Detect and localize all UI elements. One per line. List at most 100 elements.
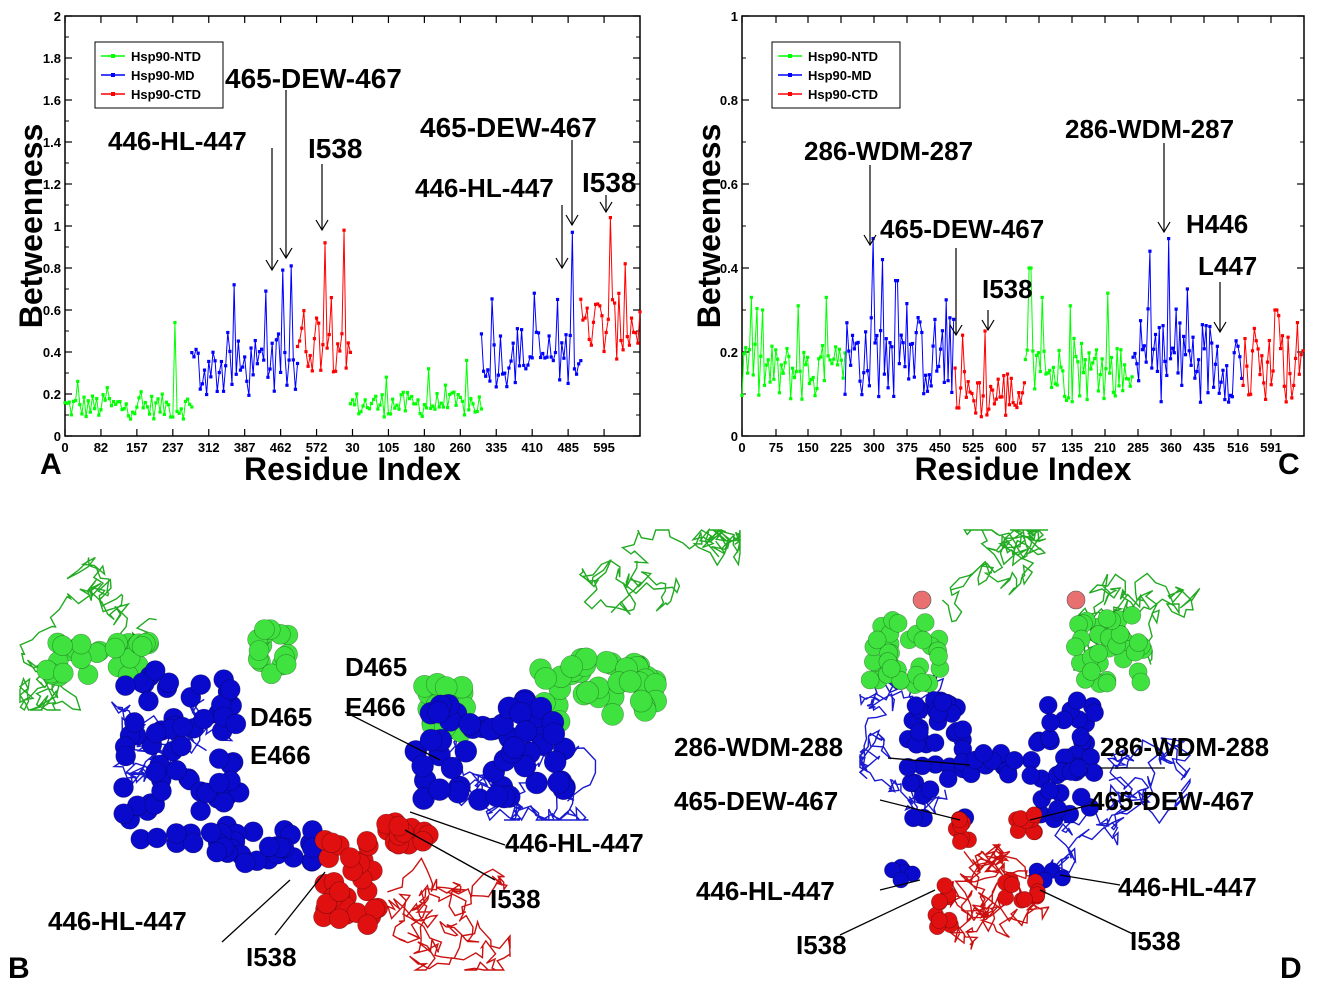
legend-marker [111,54,115,58]
data-point [1202,347,1206,351]
data-point [124,402,128,406]
data-point [1267,338,1271,343]
data-point [344,366,348,370]
data-point [1142,344,1146,348]
y-tick-label: 0.6 [720,177,738,192]
data-point [938,347,943,351]
data-point [837,347,842,351]
data-point [359,410,363,414]
data-point [1007,403,1012,407]
data-point [817,357,821,361]
data-point [931,344,935,348]
x-tick-label: 210 [1094,440,1116,455]
data-point [755,306,759,311]
data-point [103,398,107,402]
x-tick-label: 225 [830,440,852,455]
x-tick-label: 375 [896,440,918,455]
data-point [852,347,856,351]
data-point [1225,364,1229,368]
data-point [1074,355,1078,359]
data-point [450,391,454,395]
annotation-arrowhead [565,214,579,227]
data-point [194,347,198,352]
data-point [749,295,753,299]
data-point [397,407,401,411]
data-point [960,333,965,337]
data-point [916,315,920,320]
data-point [811,375,815,380]
data-point [1161,324,1165,328]
x-axis-label: Residue Index [915,451,1132,487]
data-point [255,362,259,366]
data-point [1213,362,1218,366]
data-point [604,330,608,335]
sphere-ntd [248,640,270,661]
data-point [589,343,593,347]
annotation-label: I538 [308,133,363,164]
y-tick-label: 0.4 [720,261,739,276]
data-point [1009,376,1013,380]
data-point [1265,360,1270,364]
sphere-ntd [1122,605,1142,625]
data-point [232,283,236,287]
legend-label: Hsp90-CTD [131,87,201,102]
data-point [209,375,213,379]
panel-letter-a: A [40,448,62,481]
data-point [496,373,500,377]
label-d-hl-right: 446-HL-447 [1118,872,1257,902]
data-point [568,333,572,338]
data-point [955,406,959,410]
data-point [1150,366,1154,370]
data-point [114,402,118,406]
sphere-ctd [328,908,350,930]
data-point [1273,308,1277,312]
data-point [1078,394,1082,398]
data-point [475,409,479,414]
panel-letter-d: D [1280,952,1302,985]
data-point [310,369,314,373]
data-point [1113,394,1117,398]
sphere-ctd [329,881,350,903]
data-point [1152,347,1156,351]
annotation-label: 286-WDM-287 [1065,114,1234,144]
data-point [757,393,761,397]
sphere-md [213,791,235,813]
annotation-label: I538 [582,167,637,198]
data-point [460,399,465,403]
data-point [1057,348,1061,353]
data-point [1123,363,1127,367]
leader-line [879,799,961,821]
sphere-md [904,808,923,828]
data-point [610,298,615,302]
data-point [219,359,224,364]
legend-label: Hsp90-MD [808,68,872,83]
annotation-label: 286-WDM-287 [804,136,973,166]
label-b-d465-right: D465 [345,652,408,682]
data-point [378,403,382,407]
data-point [948,316,952,320]
data-point [794,369,798,374]
data-point [348,402,352,406]
label-b-i538-left: I538 [246,942,297,972]
sphere-md [898,757,918,777]
data-point [841,376,845,380]
data-point [279,370,283,374]
data-point [551,358,555,363]
data-point [276,332,281,336]
data-point [327,332,331,337]
data-point [946,379,950,383]
data-point [498,334,503,338]
data-point [1100,357,1104,361]
data-point [196,351,200,355]
data-point [126,414,131,418]
sphere-md [113,803,134,825]
legend-marker [111,73,115,77]
sphere-ntd [104,637,126,659]
data-point [636,341,640,345]
data-point [1288,372,1292,376]
data-point [154,401,158,405]
data-point [617,291,621,295]
data-point [1163,359,1167,363]
data-point [802,350,806,355]
data-point [638,310,642,314]
